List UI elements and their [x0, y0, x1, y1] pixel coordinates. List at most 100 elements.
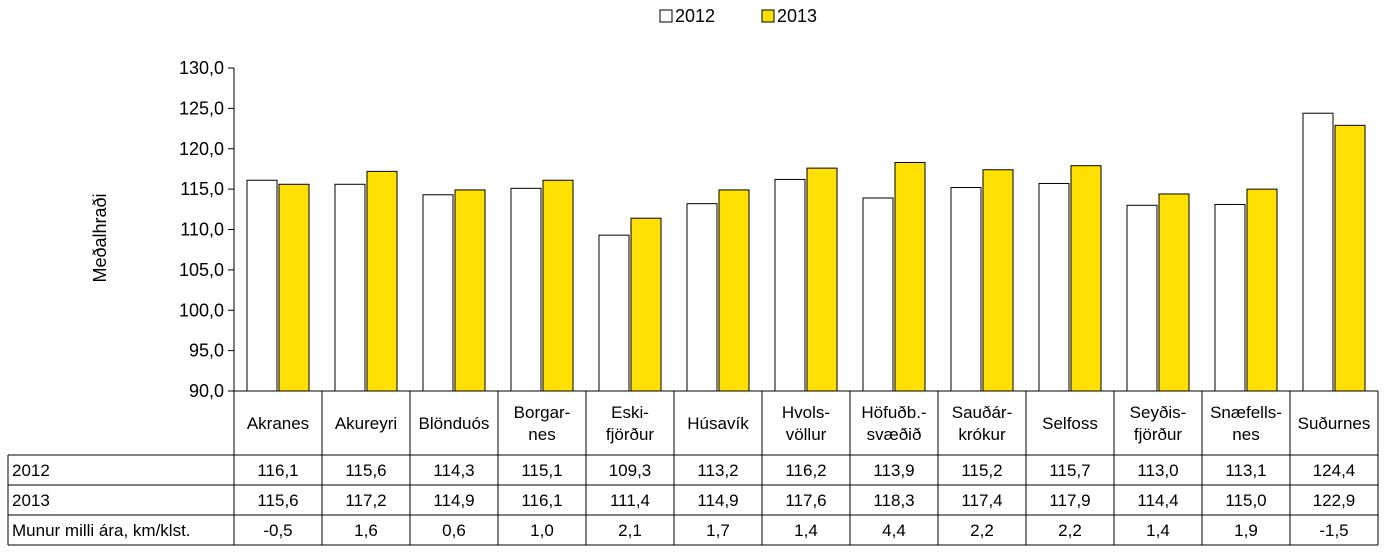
table-cell: 115,0 — [1225, 491, 1266, 510]
category-label: svæðið — [867, 425, 922, 444]
bar-2012 — [950, 187, 982, 392]
category-label: Akureyri — [335, 414, 397, 433]
table-cell: 2,1 — [618, 521, 642, 540]
category-label: Selfoss — [1042, 414, 1098, 433]
table-cell: 115,6 — [345, 461, 386, 480]
table-cell: 1,9 — [1234, 521, 1258, 540]
table-row-label: 2013 — [12, 491, 50, 510]
y-tick-label: 110,0 — [180, 220, 224, 240]
table-row-label: 2012 — [12, 461, 50, 480]
bar-2013 — [1070, 165, 1102, 392]
table-cell: 117,9 — [1049, 491, 1090, 510]
table-cell: 1,4 — [794, 521, 818, 540]
legend: 2012 2013 — [659, 6, 817, 26]
table-cell: 2,2 — [970, 521, 994, 540]
category-label: Borgar- — [514, 403, 571, 422]
table-cell: 113,2 — [697, 461, 738, 480]
table-cell: 116,2 — [785, 461, 826, 480]
table-cell: -1,5 — [1319, 521, 1348, 540]
bar-2012 — [246, 179, 278, 392]
bar-2012 — [1038, 182, 1070, 392]
bar-2012 — [334, 183, 366, 392]
legend-swatch-2013 — [761, 9, 775, 23]
category-label: fjörður — [606, 425, 655, 444]
table-cell: 1,6 — [354, 521, 378, 540]
y-tick-label: 125,0 — [179, 98, 224, 118]
bar-2013 — [454, 189, 486, 392]
bar-2013 — [1158, 193, 1190, 392]
table-cell: 117,2 — [345, 491, 386, 510]
bar-2013 — [630, 217, 662, 392]
table-cell: 115,2 — [961, 461, 1002, 480]
table-cell: 114,4 — [1137, 491, 1178, 510]
bar-2012 — [862, 197, 894, 392]
table-cell: 0,6 — [442, 521, 466, 540]
table-cell: 115,7 — [1049, 461, 1090, 480]
y-tick-label: 115,0 — [180, 179, 224, 199]
category-label: völlur — [786, 425, 827, 444]
table-cell: 122,9 — [1313, 491, 1356, 510]
y-axis: 90,0 95,0 100,0 105,0 110,0 115,0 120,0 125,0 13… — [179, 58, 235, 401]
category-label: Húsavík — [687, 414, 749, 433]
y-tick-label: 100,0 — [179, 300, 224, 320]
y-tick-label: 95,0 — [189, 341, 224, 361]
bar-2012 — [1214, 203, 1246, 392]
category-label: Suðurnes — [1298, 414, 1371, 433]
data-table: Akranes Akureyri Blönduós Borgar-nes Eski-fj… — [7, 390, 1379, 546]
bar-2013 — [806, 167, 838, 392]
bar-2012 — [1126, 204, 1158, 392]
bar-2012 — [774, 178, 806, 392]
table-cell: 116,1 — [257, 461, 298, 480]
bar-2013 — [894, 161, 926, 392]
bar-2013 — [278, 183, 310, 392]
category-label: Hvols- — [782, 403, 830, 422]
table-cell: 117,6 — [785, 491, 826, 510]
bar-2012 — [510, 187, 542, 392]
table-cell: 117,4 — [961, 491, 1002, 510]
table-cell: 1,4 — [1146, 521, 1170, 540]
bar-2012 — [422, 194, 454, 392]
table-cell: 115,1 — [521, 461, 562, 480]
y-axis-label: Meðalhraði — [90, 193, 110, 282]
table-cell: -0,5 — [263, 521, 292, 540]
table-cell: 1,0 — [530, 521, 554, 540]
category-label: Snæfells- — [1210, 403, 1282, 422]
bar-2013 — [982, 169, 1014, 392]
bar-2013 — [366, 170, 398, 392]
table-cell: 2,2 — [1058, 521, 1082, 540]
category-label: nes — [528, 425, 555, 444]
bar-2012 — [1302, 112, 1334, 392]
y-tick-label: 105,0 — [179, 260, 224, 280]
table-row-label: Munur milli ára, km/klst. — [12, 521, 191, 540]
y-tick-label: 120,0 — [179, 139, 224, 159]
y-tick-label: 130,0 — [179, 58, 224, 78]
y-tick-label: 90,0 — [189, 381, 224, 401]
bar-2013 — [718, 189, 750, 392]
table-cell: 114,3 — [433, 461, 474, 480]
category-label: fjörður — [1134, 425, 1183, 444]
table-cell: 115,6 — [257, 491, 298, 510]
bar-2013 — [1246, 188, 1278, 392]
bars — [246, 112, 1366, 392]
legend-label-2013: 2013 — [777, 6, 817, 26]
category-label: krókur — [958, 425, 1006, 444]
table-cell: 124,4 — [1313, 461, 1356, 480]
legend-label-2012: 2012 — [675, 6, 715, 26]
category-label: Seyðis- — [1130, 403, 1187, 422]
category-label: nes — [1232, 425, 1259, 444]
table-cell: 118,3 — [873, 491, 914, 510]
category-label: Eski- — [611, 403, 649, 422]
category-label: Blönduós — [419, 414, 490, 433]
table-cell: 109,3 — [609, 461, 652, 480]
category-label: Höfuðb.- — [861, 403, 926, 422]
table-cell: 113,0 — [1137, 461, 1178, 480]
category-label: Sauðár- — [952, 403, 1012, 422]
table-cell: 113,1 — [1225, 461, 1266, 480]
table-cell: 114,9 — [697, 491, 738, 510]
table-cell: 1,7 — [706, 521, 730, 540]
table-cell: 116,1 — [521, 491, 562, 510]
table-cell: 4,4 — [882, 521, 906, 540]
bar-2012 — [598, 234, 630, 392]
table-cell: 111,4 — [610, 491, 650, 510]
